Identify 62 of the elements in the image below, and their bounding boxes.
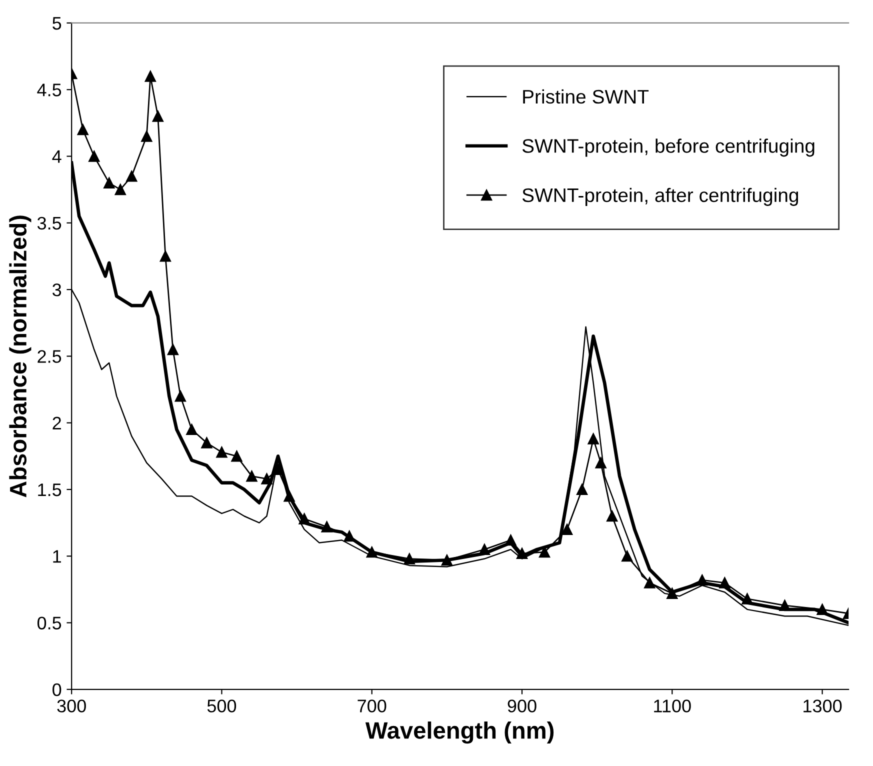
y-tick-label: 2.5 (38, 350, 62, 363)
point (666, 588, 678, 599)
point (719, 577, 730, 588)
x-tick-label: 1300 (804, 700, 842, 712)
x-tick-label: 900 (508, 700, 536, 712)
point (779, 600, 790, 611)
x-tick-label: 500 (207, 700, 236, 712)
x-tick-label: 700 (358, 700, 386, 712)
point (88, 150, 100, 162)
point (152, 110, 164, 122)
point (284, 490, 295, 502)
point (505, 534, 516, 546)
point (246, 470, 258, 482)
point (576, 484, 588, 496)
point (366, 546, 378, 558)
legend-label: SWNT-protein, before centrifuging (522, 138, 814, 157)
y-tick-label: 1 (53, 550, 61, 563)
y-tick-label: 4.5 (37, 84, 62, 96)
y-tick-label: 3 (52, 283, 62, 296)
y-tick-label: 3.5 (37, 216, 62, 230)
point (141, 130, 152, 142)
y-tick-label: 1.5 (38, 484, 62, 496)
point (160, 250, 171, 262)
point (606, 510, 618, 522)
y-tick-label: 5 (52, 17, 62, 30)
point (298, 513, 310, 524)
x-axis-title: Wavelength (nm) (365, 722, 554, 744)
y-tick-label: 0 (52, 683, 62, 696)
point (216, 446, 228, 458)
y-tick-label: 2 (52, 416, 61, 430)
point (816, 604, 828, 615)
point (622, 550, 633, 562)
point (561, 524, 573, 536)
point (174, 390, 186, 402)
point (441, 554, 452, 566)
point (478, 544, 490, 556)
point (344, 530, 355, 542)
point (404, 553, 415, 564)
point (516, 548, 528, 560)
point (126, 170, 138, 182)
point (201, 437, 212, 448)
point (595, 457, 606, 468)
point (77, 124, 88, 136)
point (588, 433, 599, 444)
point (114, 184, 126, 196)
y-tick-label: 0.5 (37, 616, 62, 630)
point (104, 177, 115, 188)
point (261, 473, 272, 484)
x-tick-label: 1100 (654, 700, 691, 712)
legend-label: SWNT-protein, after centrifuging (522, 188, 798, 206)
point (742, 593, 753, 604)
point (644, 577, 656, 588)
legend-label: Pristine SWNT (523, 89, 649, 104)
point (186, 424, 198, 436)
y-tick-label: 4 (52, 150, 62, 163)
y-axis-title: Absorbance (normalized) (9, 216, 32, 498)
point (167, 344, 178, 356)
point (696, 574, 708, 586)
point (144, 70, 156, 82)
x-tick-label: 300 (57, 700, 86, 712)
point (231, 450, 242, 462)
point (321, 521, 332, 532)
